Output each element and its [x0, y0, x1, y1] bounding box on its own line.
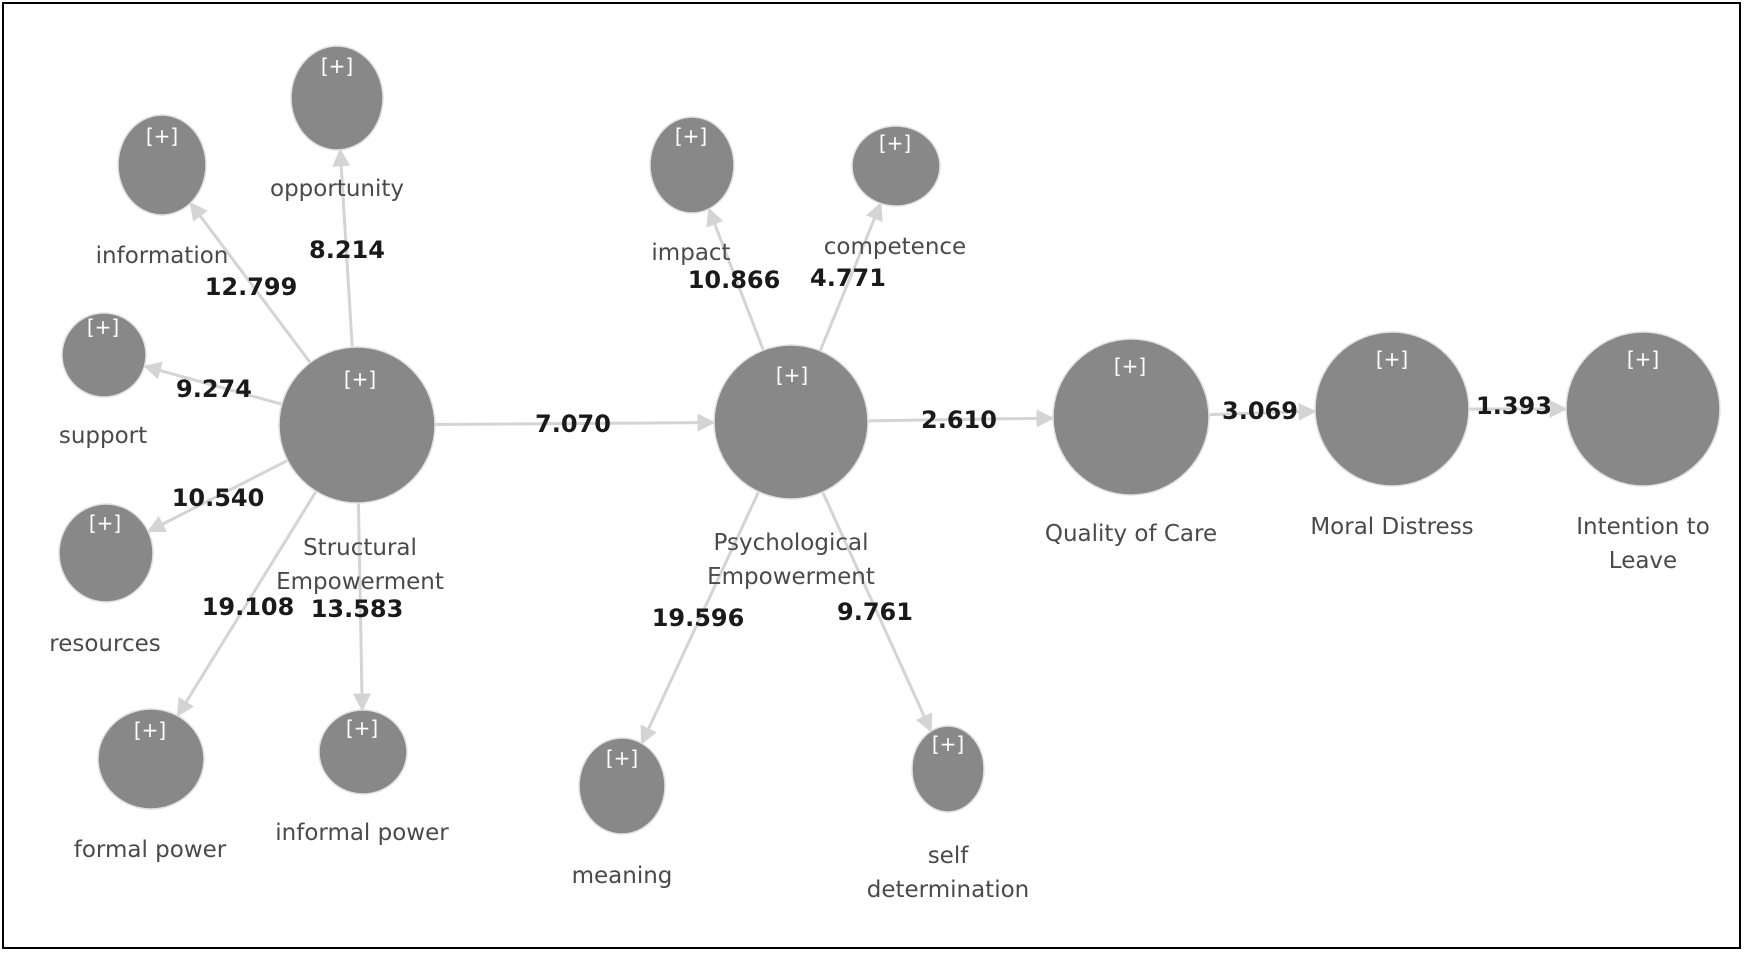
node-label: competence	[824, 234, 966, 260]
node-information[interactable]: [+] information	[96, 114, 229, 269]
node-circle[interactable]	[278, 346, 436, 504]
node-label: Leave	[1609, 548, 1677, 574]
path-coefficient-psychological-to-quality: 2.610	[921, 406, 997, 434]
node-psychological[interactable]: [+] Psychological Empowerment	[707, 344, 875, 590]
edge-psychological-to-impact[interactable]	[706, 207, 765, 351]
node-opportunity[interactable]: [+] opportunity	[270, 45, 404, 202]
edge-structural-to-informal_power[interactable]	[352, 502, 371, 712]
node-circle[interactable]	[578, 737, 666, 835]
node-circle[interactable]	[318, 709, 408, 795]
node-moral[interactable]: [+] Moral Distress	[1310, 331, 1474, 540]
node-label: resources	[49, 631, 160, 657]
node-self-determination[interactable]: [+] self determination	[867, 725, 1030, 903]
node-structural[interactable]: [+] Structural Empowerment	[276, 346, 444, 595]
expand-icon[interactable]: [+]	[776, 363, 808, 387]
node-label: opportunity	[270, 176, 404, 202]
path-coefficient-structural-to-formal_power: 19.108	[202, 593, 295, 621]
node-label: self	[928, 843, 970, 869]
path-coefficient-structural-to-information: 12.799	[205, 273, 298, 301]
node-circle[interactable]	[290, 45, 384, 151]
expand-icon[interactable]: [+]	[932, 732, 964, 756]
node-label: Empowerment	[276, 569, 444, 595]
nodes-layer: [+] Structural Empowerment [+] Psychological…	[49, 45, 1721, 903]
node-circle[interactable]	[851, 125, 941, 207]
expand-icon[interactable]: [+]	[606, 746, 638, 770]
edge-structural-to-information[interactable]	[189, 201, 312, 364]
node-intention[interactable]: [+] Intention to Leave	[1565, 331, 1721, 574]
expand-icon[interactable]: [+]	[134, 718, 166, 742]
path-coefficient-quality-to-moral: 3.069	[1222, 397, 1298, 425]
node-label: support	[59, 423, 147, 449]
edge-structural-to-formal_power[interactable]	[176, 490, 318, 718]
node-label: informal power	[275, 820, 449, 846]
node-label: formal power	[74, 837, 227, 863]
edge-structural-to-resources[interactable]	[146, 459, 289, 533]
node-label: Quality of Care	[1045, 521, 1217, 547]
node-quality[interactable]: [+] Quality of Care	[1045, 338, 1217, 547]
edge-psychological-to-quality[interactable]	[867, 409, 1055, 428]
path-coefficient-structural-to-support: 9.274	[176, 375, 252, 403]
path-coefficient-structural-to-opportunity: 8.214	[309, 236, 385, 264]
edge-psychological-to-self_determination[interactable]	[821, 491, 933, 733]
path-coefficient-psychological-to-competence: 4.771	[810, 264, 886, 292]
path-coefficient-moral-to-intention: 1.393	[1476, 392, 1552, 420]
node-circle[interactable]	[911, 725, 985, 813]
edge-structural-to-support[interactable]	[143, 361, 283, 406]
expand-icon[interactable]: [+]	[346, 716, 378, 740]
edge-quality-to-moral[interactable]	[1208, 402, 1317, 421]
node-competence[interactable]: [+] competence	[824, 125, 966, 260]
expand-icon[interactable]: [+]	[1376, 347, 1408, 371]
node-circle[interactable]	[1052, 338, 1210, 496]
expand-icon[interactable]: [+]	[146, 124, 178, 148]
path-coefficient-psychological-to-self_determination: 9.761	[837, 598, 913, 626]
path-coefficient-psychological-to-impact: 10.866	[688, 266, 781, 294]
node-label: determination	[867, 877, 1030, 903]
node-circle[interactable]	[61, 312, 147, 398]
node-circle[interactable]	[649, 116, 735, 214]
node-label: meaning	[572, 863, 673, 889]
path-coefficient-structural-to-psychological: 7.070	[535, 410, 611, 438]
expand-icon[interactable]: [+]	[89, 511, 121, 535]
node-label: information	[96, 243, 229, 269]
node-resources[interactable]: [+] resources	[49, 503, 161, 657]
node-circle[interactable]	[1565, 331, 1721, 487]
edges-layer	[143, 148, 1568, 745]
node-circle[interactable]	[1314, 331, 1470, 487]
path-coefficient-structural-to-informal_power: 13.583	[311, 595, 404, 623]
expand-icon[interactable]: [+]	[879, 131, 911, 155]
expand-icon[interactable]: [+]	[675, 124, 707, 148]
expand-icon[interactable]: [+]	[1627, 347, 1659, 371]
node-label: Intention to	[1576, 514, 1710, 540]
node-label: Empowerment	[707, 564, 875, 590]
edge-structural-to-psychological[interactable]	[434, 413, 716, 432]
node-label: impact	[651, 240, 730, 266]
path-coefficient-psychological-to-meaning: 19.596	[652, 604, 745, 632]
coefficients-layer: 12.799 8.214 9.274 10.540 19.108 13.583 7.070 1…	[172, 236, 1552, 632]
node-circle[interactable]	[117, 114, 207, 216]
node-label: Moral Distress	[1310, 514, 1473, 540]
node-informal-power[interactable]: [+] informal power	[275, 709, 449, 846]
expand-icon[interactable]: [+]	[1114, 354, 1146, 378]
node-circle[interactable]	[713, 344, 869, 500]
expand-icon[interactable]: [+]	[321, 54, 353, 78]
expand-icon[interactable]: [+]	[344, 367, 376, 391]
edge-psychological-to-meaning[interactable]	[640, 491, 760, 745]
node-meaning[interactable]: [+] meaning	[572, 737, 673, 889]
node-support[interactable]: [+] support	[59, 312, 147, 449]
edge-psychological-to-competence[interactable]	[818, 202, 883, 352]
node-formal-power[interactable]: [+] formal power	[74, 708, 227, 863]
edge-structural-to-opportunity[interactable]	[332, 148, 354, 348]
expand-icon[interactable]: [+]	[87, 315, 119, 339]
node-label: Structural	[303, 535, 417, 561]
node-impact[interactable]: [+] impact	[649, 116, 735, 266]
node-circle[interactable]	[97, 708, 205, 810]
path-coefficient-structural-to-resources: 10.540	[172, 484, 265, 512]
node-label: Psychological	[714, 530, 869, 556]
node-circle[interactable]	[58, 503, 154, 603]
